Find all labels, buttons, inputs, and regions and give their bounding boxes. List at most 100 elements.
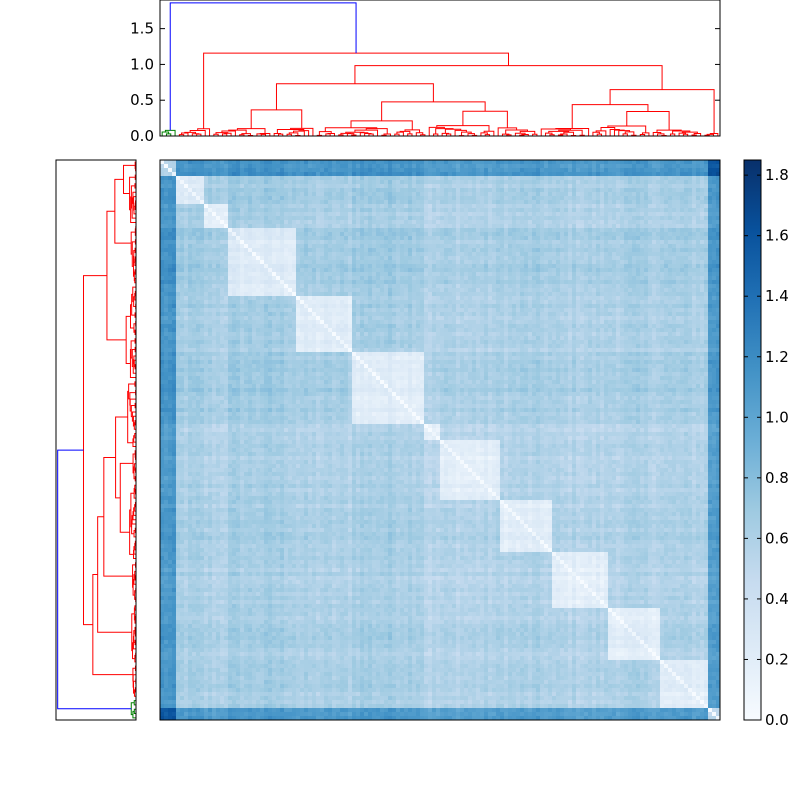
heatmap-cell xyxy=(284,216,289,221)
heatmap-cell xyxy=(180,168,185,173)
heatmap-cell xyxy=(344,244,349,249)
heatmap-cell xyxy=(628,212,633,217)
heatmap-cell xyxy=(284,280,289,285)
heatmap-cell xyxy=(388,236,393,241)
heatmap-cell xyxy=(552,212,557,217)
heatmap-cell xyxy=(256,192,261,197)
heatmap-cell xyxy=(540,292,545,297)
heatmap-cell xyxy=(680,164,685,169)
heatmap-cell xyxy=(416,216,421,221)
heatmap-cell xyxy=(656,188,661,193)
heatmap-cell xyxy=(612,288,617,293)
heatmap-cell xyxy=(716,240,720,245)
top-dendrogram: 0.00.51.01.5 xyxy=(130,0,721,145)
heatmap-cell xyxy=(416,180,421,185)
heatmap-cell xyxy=(180,212,185,217)
heatmap-cell xyxy=(364,172,369,177)
heatmap-cell xyxy=(168,228,173,233)
heatmap-cell xyxy=(288,224,293,229)
heatmap-cell xyxy=(456,212,461,217)
top-dendrogram-link xyxy=(275,83,434,110)
heatmap-cell xyxy=(276,172,281,177)
heatmap-cell xyxy=(328,284,333,289)
heatmap-cell xyxy=(372,280,377,285)
heatmap-cell xyxy=(268,232,273,237)
heatmap-cell xyxy=(596,252,601,257)
heatmap-cell xyxy=(608,284,613,289)
heatmap-cell xyxy=(272,184,277,189)
heatmap-cell xyxy=(312,280,317,285)
heatmap-cell xyxy=(392,216,397,221)
heatmap-cell xyxy=(628,272,633,277)
heatmap-cell xyxy=(552,252,557,257)
heatmap-cell xyxy=(632,248,637,253)
heatmap-cell xyxy=(160,232,165,237)
heatmap-cell xyxy=(388,180,393,185)
heatmap-cell xyxy=(244,272,249,277)
heatmap-cell xyxy=(432,208,437,213)
heatmap-cell xyxy=(324,224,329,229)
heatmap-cell xyxy=(548,184,553,189)
heatmap-cell xyxy=(620,284,625,289)
heatmap-cell xyxy=(672,288,677,293)
heatmap-cell xyxy=(412,200,417,205)
heatmap-cell xyxy=(680,168,685,173)
heatmap-cell xyxy=(276,188,281,193)
heatmap-cell xyxy=(524,204,529,209)
heatmap-cell xyxy=(456,264,461,269)
heatmap-cell xyxy=(492,240,497,245)
heatmap-cell xyxy=(336,224,341,229)
heatmap-cell xyxy=(308,272,313,277)
heatmap-cell xyxy=(452,248,457,253)
heatmap-cell xyxy=(708,248,713,253)
heatmap-cell xyxy=(344,280,349,285)
heatmap-cell xyxy=(488,192,493,197)
heatmap-cell xyxy=(464,260,469,265)
heatmap-cell xyxy=(376,288,381,293)
heatmap-cell xyxy=(284,164,289,169)
heatmap-cell xyxy=(312,212,317,217)
heatmap-cell xyxy=(236,220,241,225)
heatmap-cell xyxy=(452,260,457,265)
heatmap-cell xyxy=(340,236,345,241)
heatmap-cell xyxy=(636,244,641,249)
heatmap-cell xyxy=(320,228,325,233)
heatmap-cell xyxy=(220,268,225,273)
heatmap-cell xyxy=(660,244,665,249)
heatmap-cell xyxy=(252,292,257,297)
heatmap-cell xyxy=(640,212,645,217)
heatmap-cell xyxy=(676,264,681,269)
heatmap-cell xyxy=(564,244,569,249)
heatmap-cell xyxy=(524,216,529,221)
heatmap-cell xyxy=(688,280,693,285)
heatmap-cell xyxy=(192,292,197,297)
heatmap-cell xyxy=(432,264,437,269)
heatmap-cell xyxy=(500,204,505,209)
heatmap-cell xyxy=(272,264,277,269)
heatmap-cell xyxy=(604,196,609,201)
heatmap-cell xyxy=(280,272,285,277)
heatmap-cell xyxy=(368,276,373,281)
heatmap-cell xyxy=(656,216,661,221)
heatmap-cell xyxy=(508,264,513,269)
heatmap-cell xyxy=(544,200,549,205)
heatmap-cell xyxy=(464,180,469,185)
heatmap-cell xyxy=(496,216,501,221)
heatmap-cell xyxy=(264,184,269,189)
heatmap-cell xyxy=(428,168,433,173)
heatmap-cell xyxy=(608,188,613,193)
heatmap-cell xyxy=(216,232,221,237)
heatmap-cell xyxy=(464,276,469,281)
heatmap-cell xyxy=(300,176,305,181)
heatmap-cell xyxy=(196,220,201,225)
heatmap-cell xyxy=(328,260,333,265)
heatmap-cell xyxy=(292,196,297,201)
heatmap-cell xyxy=(644,272,649,277)
heatmap-cell xyxy=(288,244,293,249)
heatmap-cell xyxy=(492,224,497,229)
heatmap-cell xyxy=(444,164,449,169)
heatmap-cell xyxy=(420,164,425,169)
heatmap-cell xyxy=(368,232,373,237)
heatmap-cell xyxy=(232,200,237,205)
heatmap-cell xyxy=(636,204,641,209)
